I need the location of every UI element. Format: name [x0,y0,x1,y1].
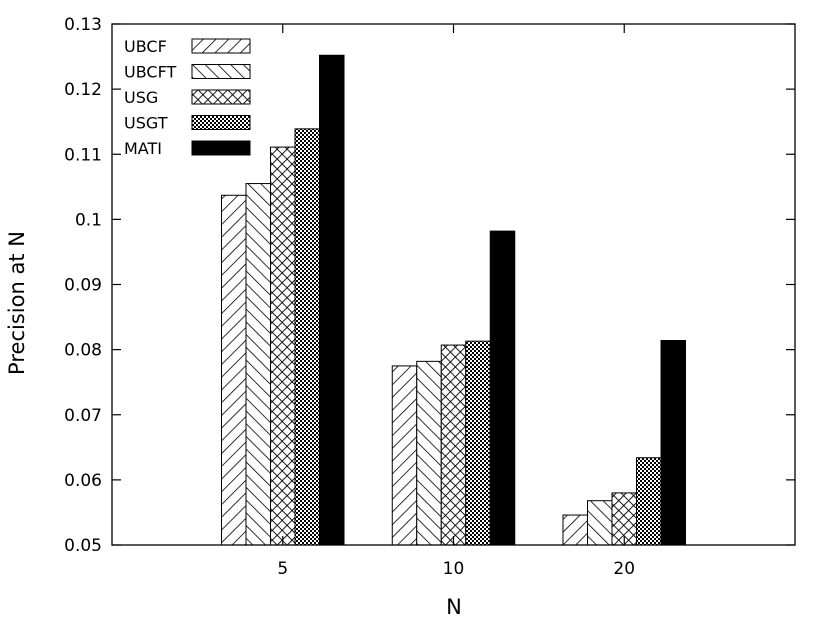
y-tick-label: 0.09 [64,276,102,296]
x-tick-label: 20 [613,559,635,579]
legend-swatch-ubcft [191,64,251,79]
bars-layer [221,54,686,546]
y-axis-title: Precision at N [5,231,29,375]
legend-label-usg: USG [124,88,158,107]
legend-label-mati: MATI [124,139,162,158]
legend: UBCF UBCFT USG USGT MATI [124,37,251,158]
bar-ubcf-n20 [562,514,588,546]
bar-ubcf-n5 [221,194,247,546]
x-tick-label: 10 [443,559,465,579]
y-tick-label: 0.11 [64,145,102,165]
y-tick-label: 0.07 [64,406,102,426]
bar-usgt-n5 [294,128,320,546]
legend-swatch-ubcf [191,38,251,54]
bar-usgt-n10 [465,340,491,546]
axis-layer: 0.05 0.06 0.07 0.08 0.09 0.1 0.11 0.12 0.13 5 10 20 [64,15,796,579]
bar-usgt-n20 [636,457,662,546]
legend-label-ubcf: UBCF [124,37,167,56]
bar-ubcft-n10 [416,360,442,546]
bar-mati-n5 [319,54,345,546]
legend-swatch-mati [191,140,251,156]
x-tick-label: 5 [277,559,288,579]
legend-swatch-usgt [191,115,251,130]
y-tick-label: 0.12 [64,80,102,100]
bar-mati-n20 [660,340,686,546]
y-tick-label: 0.1 [75,210,102,230]
legend-label-ubcft: UBCFT [124,63,177,82]
y-tick-label: 0.06 [64,471,102,491]
bar-ubcft-n20 [587,500,613,546]
x-axis-title: N [446,595,462,619]
legend-swatch-usg [191,89,251,105]
bar-usg-n10 [440,344,467,546]
y-tick-label: 0.13 [64,15,102,35]
y-tick-label: 0.08 [64,341,102,361]
y-tick-label: 0.05 [64,536,102,556]
legend-label-usgt: USGT [124,114,168,133]
bar-mati-n10 [489,230,516,546]
bar-ubcft-n5 [245,183,271,546]
bar-usg-n5 [270,146,296,546]
bar-ubcf-n10 [391,365,418,546]
